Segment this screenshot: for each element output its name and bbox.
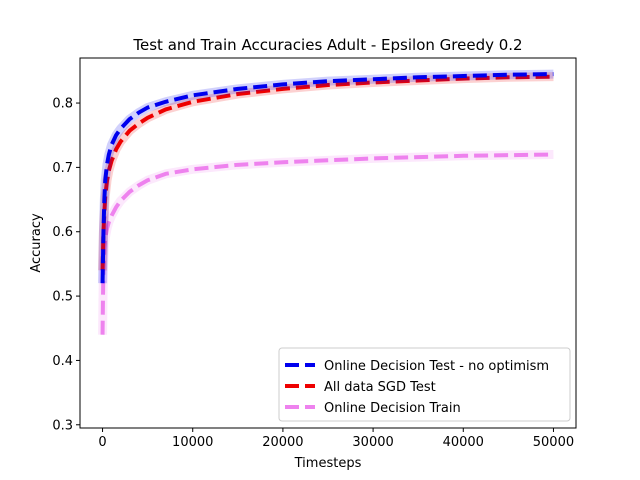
y-tick-label: 0.8 xyxy=(52,97,73,112)
x-tick-label: 30000 xyxy=(352,435,393,450)
y-axis-label: Accuracy xyxy=(29,213,44,273)
y-tick-label: 0.7 xyxy=(52,161,73,176)
y-tick-label: 0.5 xyxy=(52,290,73,305)
x-tick-label: 20000 xyxy=(262,435,303,450)
x-axis: 0 10000 20000 30000 40000 50000 xyxy=(98,428,574,450)
x-tick-label: 50000 xyxy=(533,435,574,450)
series-line xyxy=(100,72,554,284)
chart-title: Test and Train Accuracies Adult - Epsilo… xyxy=(132,36,522,54)
x-tick-label: 10000 xyxy=(172,435,213,450)
y-tick-label: 0.6 xyxy=(52,225,73,240)
legend: Online Decision Test - no optimism All da… xyxy=(278,347,571,422)
plot-lines xyxy=(98,69,554,335)
plot-frame xyxy=(79,57,577,429)
legend-label: Online Decision Train xyxy=(324,401,461,416)
legend-label: Online Decision Test - no optimism xyxy=(324,359,549,374)
legend-box xyxy=(278,347,571,422)
y-tick-label: 0.4 xyxy=(52,354,73,369)
x-axis-label: Timesteps xyxy=(294,456,362,471)
y-axis: 0.3 0.4 0.5 0.6 0.7 0.8 xyxy=(52,97,80,433)
y-tick-label: 0.3 xyxy=(52,418,73,433)
x-tick-label: 40000 xyxy=(443,435,484,450)
x-tick-label: 0 xyxy=(98,435,106,450)
legend-label: All data SGD Test xyxy=(324,380,436,395)
